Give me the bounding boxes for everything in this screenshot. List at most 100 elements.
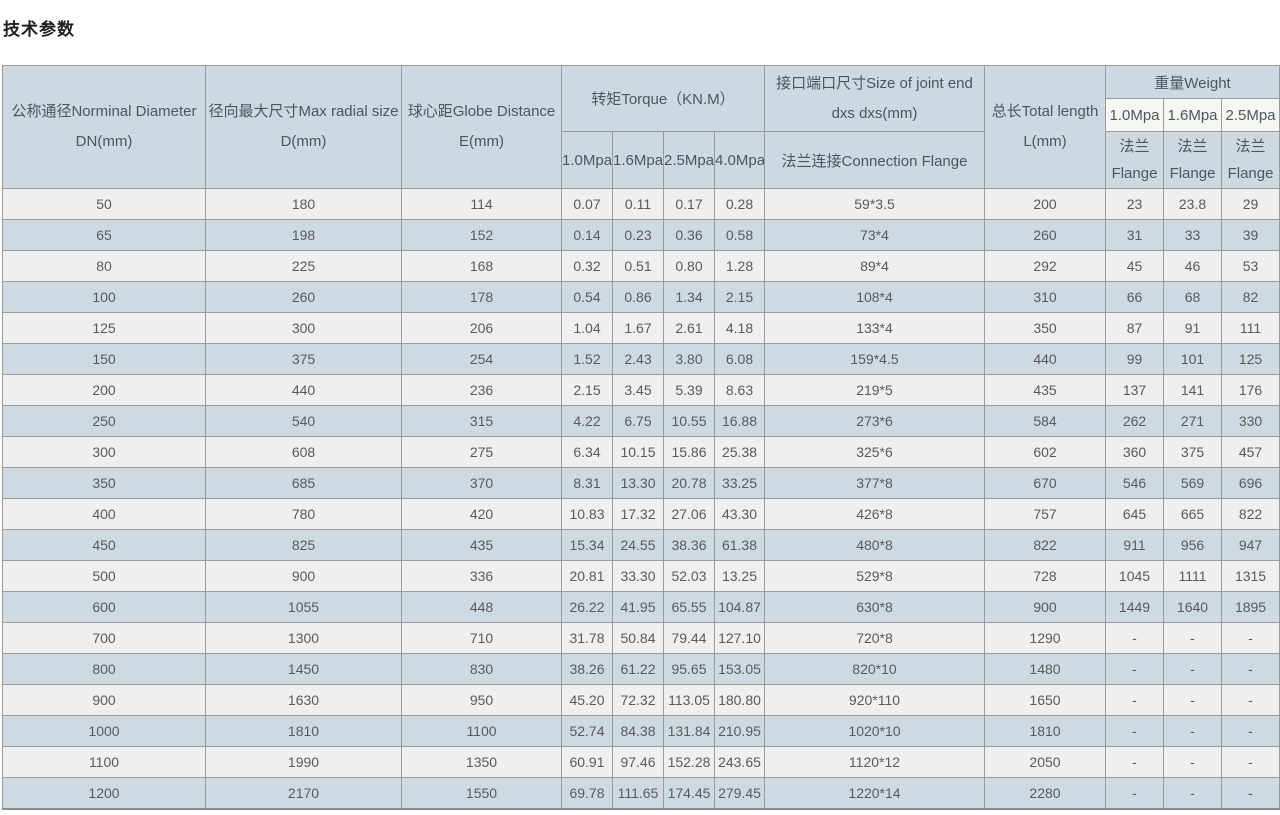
table-cell: 685 [205, 467, 402, 499]
table-cell: 10.83 [561, 498, 613, 530]
table-cell: - [1220, 684, 1280, 716]
table-cell: 546 [1105, 467, 1164, 499]
table-cell: 131.84 [663, 715, 715, 747]
table-row: 350 685 370 8.31 13.30 20.78 33.25 377*8 670 546 5… [2, 467, 1280, 499]
table-cell: 23.8 [1163, 188, 1222, 220]
table-cell: 1480 [984, 653, 1106, 685]
table-row: 300 608 275 6.34 10.15 15.86 25.38 325*6 602 360 3… [2, 436, 1280, 468]
table-cell: 101 [1163, 343, 1222, 375]
table-cell: 59*3.5 [764, 188, 985, 220]
table-cell: 700 [2, 622, 206, 654]
table-cell: 350 [2, 467, 206, 499]
table-cell: 330 [1220, 405, 1280, 437]
table-cell: 114 [401, 188, 562, 220]
table-cell: 448 [401, 591, 562, 623]
table-cell: 68 [1163, 281, 1222, 313]
table-cell: 10.55 [663, 405, 715, 437]
table-cell: 822 [1220, 498, 1280, 530]
table-cell: 0.17 [663, 188, 715, 220]
table-cell: 0.07 [561, 188, 613, 220]
table-cell: 0.11 [612, 188, 664, 220]
col-header-total-length: 总长Total length L(mm) [984, 65, 1106, 189]
table-cell: 159*4.5 [764, 343, 985, 375]
table-cell: 210.95 [714, 715, 765, 747]
table-cell: 100 [2, 281, 206, 313]
table-cell: 375 [205, 343, 402, 375]
header-row-1: 公称通径Norminal Diameter DN(mm) 径向最大尺寸Max r… [2, 65, 1280, 189]
table-cell: 178 [401, 281, 562, 313]
table-cell: 1810 [984, 715, 1106, 747]
table-cell: 254 [401, 343, 562, 375]
table-cell: 91 [1163, 312, 1222, 344]
table-cell: 780 [205, 498, 402, 530]
table-cell: 150 [2, 343, 206, 375]
table-cell: - [1105, 746, 1164, 778]
table-cell: 23 [1105, 188, 1164, 220]
table-cell: 80 [2, 250, 206, 282]
table-cell: 8.63 [714, 374, 765, 406]
table-cell: 0.58 [714, 219, 765, 251]
table-cell: 46 [1163, 250, 1222, 282]
col-header-weight: 重量Weight [1104, 65, 1280, 99]
table-cell: 60.91 [561, 746, 613, 778]
table-cell: 645 [1105, 498, 1164, 530]
table-cell: 1300 [205, 622, 402, 654]
table-cell: 400 [2, 498, 206, 530]
table-cell: 310 [984, 281, 1106, 313]
table-cell: 820*10 [764, 653, 985, 685]
table-cell: 1000 [2, 715, 206, 747]
table-cell: 113.05 [663, 684, 715, 716]
header-line: 球心距Globe Distance [407, 103, 556, 120]
header-line: dxs dxs(mm) [831, 104, 918, 122]
header-line: 公称通径Norminal Diameter [11, 103, 197, 120]
table-cell: 66 [1105, 281, 1164, 313]
table-cell: 1045 [1105, 560, 1164, 592]
table-cell: 152 [401, 219, 562, 251]
table-cell: 125 [1220, 343, 1280, 375]
col-header-weight-flange-1: 法兰 Flange [1105, 131, 1164, 189]
table-cell: 920*110 [764, 684, 985, 716]
table-cell: 73*4 [764, 219, 985, 251]
table-cell: 377*8 [764, 467, 985, 499]
table-cell: 2.15 [714, 281, 765, 313]
table-row: 1200 2170 1550 69.78 111.65 174.45 279.45 1220*… [2, 777, 1280, 810]
table-cell: 1990 [205, 746, 402, 778]
table-cell: 947 [1220, 529, 1280, 561]
table-cell: 111 [1220, 312, 1280, 344]
table-cell: 153.05 [714, 653, 765, 685]
table-cell: 141 [1163, 374, 1222, 406]
table-cell: 0.32 [561, 250, 613, 282]
col-header-weight-mpa-2: 1.6Mpa [1163, 98, 1222, 132]
table-cell: 360 [1105, 436, 1164, 468]
table-cell: 13.25 [714, 560, 765, 592]
table-cell: 97.46 [612, 746, 664, 778]
table-cell: 300 [205, 312, 402, 344]
table-cell: 111.65 [612, 777, 664, 810]
table-cell: - [1163, 622, 1222, 654]
table-cell: 665 [1163, 498, 1222, 530]
table-cell: 800 [2, 653, 206, 685]
table-cell: 1200 [2, 777, 206, 810]
table-cell: 435 [401, 529, 562, 561]
table-cell: 79.44 [663, 622, 715, 654]
header-row-2: 1.0Mpa 1.6Mpa 2.5Mpa [3, 98, 1280, 132]
table-cell: 6.34 [561, 436, 613, 468]
col-header-torque: 转矩Torque（KN.M） [561, 65, 765, 132]
table-cell: 822 [984, 529, 1106, 561]
table-cell: 1020*10 [764, 715, 985, 747]
table-cell: 27.06 [663, 498, 715, 530]
table-cell: 125 [2, 312, 206, 344]
table-cell: 900 [205, 560, 402, 592]
table-cell: 0.23 [612, 219, 664, 251]
table-cell: 176 [1220, 374, 1280, 406]
table-cell: 26.22 [561, 591, 613, 623]
table-row: 500 900 336 20.81 33.30 52.03 13.25 529*8 728 104… [2, 560, 1280, 592]
table-cell: 31 [1105, 219, 1164, 251]
table-cell: - [1105, 653, 1164, 685]
table-cell: 273*6 [764, 405, 985, 437]
table-row: 700 1300 710 31.78 50.84 79.44 127.10 720*8 1290… [2, 622, 1280, 654]
table-cell: 600 [2, 591, 206, 623]
col-header-max-radial-size: 径向最大尺寸Max radial size D(mm) [205, 65, 402, 189]
table-cell: 1640 [1163, 591, 1222, 623]
table-cell: 84.38 [612, 715, 664, 747]
